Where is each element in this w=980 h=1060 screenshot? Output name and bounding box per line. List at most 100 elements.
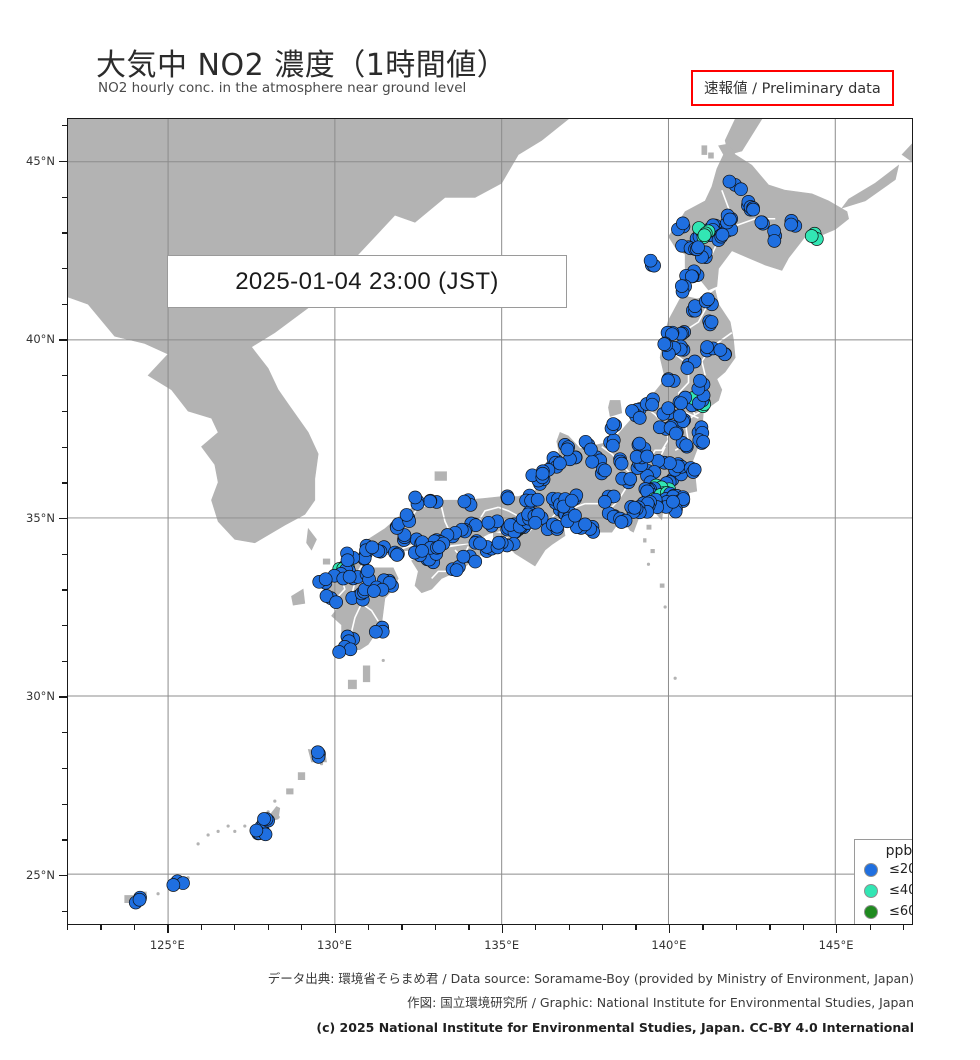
observation-point[interactable] [367,584,381,598]
observation-point[interactable] [723,212,737,227]
observation-point[interactable] [132,892,147,907]
observation-point[interactable] [657,337,672,351]
observation-point[interactable] [597,495,612,509]
y-tick-minor [62,482,67,484]
observation-point[interactable] [713,343,728,357]
observation-point[interactable] [704,315,719,329]
observation-point[interactable] [804,229,819,243]
observation-point[interactable] [696,434,711,449]
observation-point[interactable] [614,515,629,529]
observation-point[interactable] [675,279,689,293]
observation-point[interactable] [598,463,612,478]
observation-point[interactable] [784,217,798,232]
observation-point[interactable] [473,536,487,551]
observation-point[interactable] [449,563,464,578]
observation-point[interactable] [415,543,429,558]
observation-point[interactable] [645,397,659,412]
y-tick-minor [62,267,67,270]
observation-point[interactable] [528,515,543,530]
observation-point[interactable] [329,595,343,610]
observation-point[interactable] [767,234,782,248]
observation-point[interactable] [568,508,582,523]
observation-point[interactable] [687,462,702,477]
landmass-miyakejima [650,549,655,554]
observation-point[interactable] [468,554,483,569]
observation-point[interactable] [166,878,181,892]
observation-point[interactable] [310,745,325,760]
observation-point[interactable] [535,466,550,481]
observation-point[interactable] [676,216,690,231]
observation-point[interactable] [754,215,769,230]
observation-point[interactable] [666,494,680,509]
observation-point[interactable] [614,456,629,471]
observation-point[interactable] [408,490,423,505]
observation-point[interactable] [606,417,621,431]
map-svg [68,119,912,924]
observation-point[interactable] [332,645,346,659]
observation-point[interactable] [491,535,506,550]
observation-point[interactable] [340,553,355,568]
observation-point[interactable] [578,517,592,532]
observation-point[interactable] [456,549,471,564]
observation-point[interactable] [697,228,712,243]
observation-point[interactable] [360,564,375,578]
observation-point[interactable] [665,327,679,341]
observation-point[interactable] [691,240,705,255]
observation-point[interactable] [605,438,620,453]
observation-point[interactable] [669,426,683,441]
observation-point[interactable] [342,569,357,584]
observation-point[interactable] [680,361,695,375]
observation-point[interactable] [501,491,515,506]
x-tick-minor [434,925,437,930]
observation-point[interactable] [399,508,414,522]
map-plot-area[interactable]: 2025-01-04 23:00 (JST) ppb ≤20 ≤40 ≤60 ≤100… [67,118,913,925]
observation-point[interactable] [679,438,694,453]
observation-point[interactable] [365,540,380,555]
observation-point[interactable] [700,340,714,354]
observation-point[interactable] [343,642,358,657]
observation-point[interactable] [661,373,675,388]
observation-point[interactable] [661,401,676,416]
x-tick-minor [602,925,604,930]
observation-point[interactable] [674,396,688,411]
observation-point[interactable] [423,494,437,509]
observation-point[interactable] [584,442,598,457]
observation-point[interactable] [632,411,647,425]
observation-point[interactable] [746,202,761,217]
observation-point[interactable] [564,493,579,508]
legend-item-20: ≤20 [855,859,912,880]
y-tick-minor [62,196,67,198]
observation-point[interactable] [715,227,730,242]
observation-point[interactable] [672,408,687,423]
observation-point[interactable] [734,182,748,197]
observation-point[interactable] [643,253,658,268]
observation-point[interactable] [722,174,737,189]
observation-point[interactable] [481,515,496,530]
observation-point[interactable] [249,823,264,838]
x-tick [836,925,838,933]
footer-data-source: データ出典: 環境省そらまめ君 / Data source: Soramame-… [267,971,914,986]
observation-point[interactable] [623,472,638,486]
observation-point[interactable] [318,572,333,586]
observation-point[interactable] [640,449,654,464]
observation-point[interactable] [560,442,575,457]
observation-point[interactable] [693,373,707,388]
observation-point[interactable] [390,548,404,562]
observation-point[interactable] [632,436,647,451]
x-tick [668,925,671,933]
observation-point[interactable] [701,292,715,307]
observation-point[interactable] [257,812,271,826]
y-tick-minor [62,553,67,555]
landmass-tsushima [306,527,317,551]
observation-point[interactable] [663,456,677,470]
observation-point[interactable] [530,492,545,507]
x-tick-minor [301,925,303,930]
observation-point[interactable] [457,494,472,509]
observation-point[interactable] [553,456,567,471]
observation-point[interactable] [368,624,383,639]
observation-point[interactable] [627,500,642,515]
legend-title: ppb [885,843,913,859]
observation-point[interactable] [319,589,334,603]
observation-point[interactable] [432,540,446,554]
observation-point[interactable] [684,269,699,284]
